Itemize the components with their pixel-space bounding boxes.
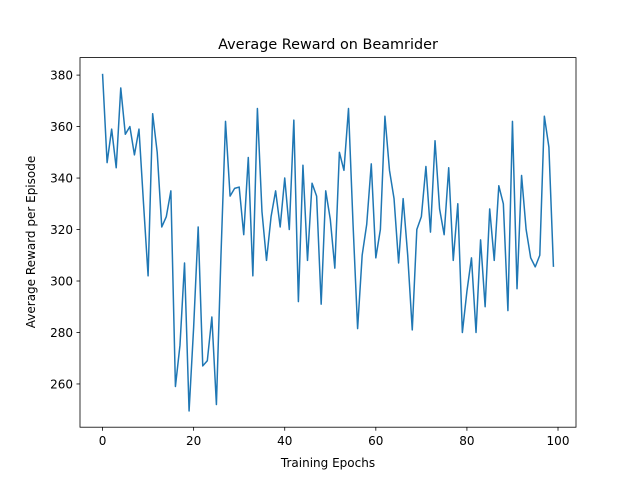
x-tick-label: 40 — [277, 434, 292, 448]
y-axis-label: Average Reward per Episode — [24, 156, 38, 328]
x-tick-label: 0 — [99, 434, 107, 448]
x-tick-label: 100 — [547, 434, 570, 448]
y-tick-label: 300 — [50, 275, 73, 289]
x-axis-label: Training Epochs — [280, 456, 375, 470]
x-tick-label: 20 — [186, 434, 201, 448]
y-tick-label: 260 — [50, 377, 73, 391]
y-tick-label: 280 — [50, 326, 73, 340]
x-tick-label: 80 — [459, 434, 474, 448]
y-tick-label: 380 — [50, 69, 73, 83]
y-tick-label: 320 — [50, 223, 73, 237]
data-line — [101, 73, 555, 412]
chart-title: Average Reward on Beamrider — [218, 37, 438, 53]
y-tick-label: 340 — [50, 172, 73, 186]
y-tick-label: 360 — [50, 120, 73, 134]
plot-frame — [79, 57, 577, 428]
x-tick-label: 60 — [368, 434, 383, 448]
